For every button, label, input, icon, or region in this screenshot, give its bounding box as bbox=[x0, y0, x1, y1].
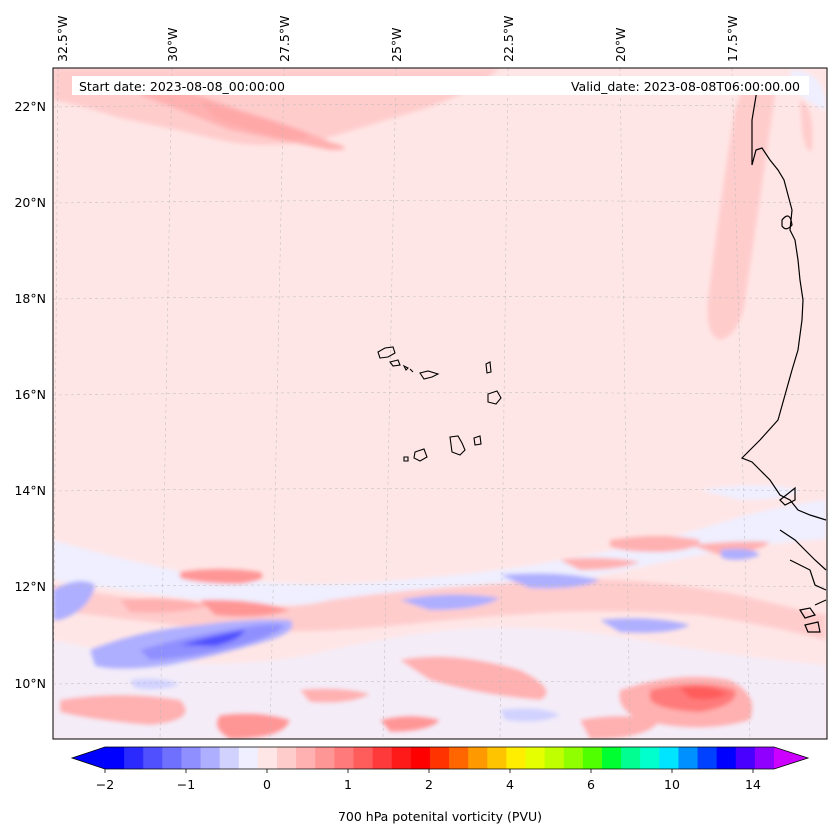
lat-label: 20°N bbox=[14, 195, 46, 210]
colorbar-cell bbox=[105, 747, 125, 769]
lat-label: 10°N bbox=[14, 676, 46, 691]
colorbar-cell bbox=[410, 747, 431, 769]
colorbar-cell bbox=[582, 747, 603, 769]
colorbar-cell bbox=[334, 747, 355, 769]
colorbar-tick-label: −2 bbox=[96, 777, 114, 792]
colorbar-label: 700 hPa potenital vorticity (PVU) bbox=[338, 809, 542, 824]
colorbar-cells bbox=[105, 747, 775, 769]
valid-date-text: Valid_date: 2023-08-08T06:00:00.00 bbox=[571, 79, 800, 94]
colorbar-cell bbox=[601, 747, 622, 769]
colorbar-cell bbox=[544, 747, 565, 769]
colorbar-tick-label: 14 bbox=[745, 777, 761, 792]
colorbar-cell bbox=[697, 747, 718, 769]
lat-label: 22°N bbox=[14, 99, 46, 114]
colorbar-cell bbox=[525, 747, 546, 769]
colorbar-under-triangle bbox=[72, 747, 105, 769]
colorbar-cell bbox=[372, 747, 393, 769]
colorbar-tick-label: 0 bbox=[263, 777, 271, 792]
colorbar-cell bbox=[429, 747, 450, 769]
colorbar-cell bbox=[659, 747, 680, 769]
colorbar-ticks bbox=[104, 769, 754, 773]
colorbar-cell bbox=[563, 747, 584, 769]
colorbar-cell bbox=[277, 747, 297, 769]
colorbar-cell bbox=[257, 747, 278, 769]
colorbar-tick-labels: −2 −1 0 1 2 4 6 10 14 bbox=[96, 777, 761, 792]
colorbar-cell bbox=[506, 747, 527, 769]
lon-label: 30°W bbox=[165, 27, 180, 62]
colorbar-cell bbox=[238, 747, 259, 769]
colorbar-cell bbox=[678, 747, 699, 769]
latitude-labels: 22°N 20°N 18°N 16°N 14°N 12°N 10°N bbox=[14, 99, 46, 691]
colorbar-cell bbox=[353, 747, 374, 769]
map-frame bbox=[52, 67, 828, 740]
lon-label: 20°W bbox=[613, 27, 628, 62]
lon-label: 27.5°W bbox=[277, 16, 292, 62]
graticule bbox=[53, 68, 827, 739]
colorbar-cell bbox=[162, 747, 183, 769]
colorbar-cell bbox=[200, 747, 221, 769]
colorbar-cell bbox=[296, 747, 316, 769]
start-date-text: Start date: 2023-08-08_00:00:00 bbox=[79, 79, 285, 94]
colorbar-tick-label: 4 bbox=[506, 777, 514, 792]
colorbar-cell bbox=[754, 747, 775, 769]
colorbar-cell bbox=[181, 747, 202, 769]
colorbar-cell bbox=[449, 747, 469, 769]
colorbar-cell bbox=[468, 747, 488, 769]
colorbar-cell bbox=[391, 747, 412, 769]
colorbar: −2 −1 0 1 2 4 6 10 14 700 hPa potenital … bbox=[70, 746, 810, 824]
colorbar-tick-label: 2 bbox=[425, 777, 433, 792]
colorbar-cell bbox=[143, 747, 163, 769]
lon-label: 17.5°W bbox=[725, 16, 740, 62]
colorbar-cell bbox=[219, 747, 240, 769]
date-info-box bbox=[72, 76, 809, 95]
colorbar-cell bbox=[716, 747, 737, 769]
colorbar-tick-label: 10 bbox=[664, 777, 680, 792]
lat-label: 12°N bbox=[14, 579, 46, 594]
colorbar-cell bbox=[621, 747, 641, 769]
lon-label: 25°W bbox=[389, 27, 404, 62]
colorbar-over-triangle bbox=[774, 747, 808, 769]
longitude-labels: 32.5°W 30°W 27.5°W 25°W 22.5°W 20°W 17.5… bbox=[55, 16, 740, 62]
coastline-cape-verde bbox=[377, 346, 502, 462]
colorbar-cell bbox=[315, 747, 335, 769]
colorbar-cell bbox=[487, 747, 507, 769]
lon-label: 22.5°W bbox=[501, 16, 516, 62]
lat-label: 16°N bbox=[14, 387, 46, 402]
colorbar-cell bbox=[735, 747, 756, 769]
lon-label: 32.5°W bbox=[55, 16, 70, 62]
coastline-africa bbox=[740, 89, 827, 633]
colorbar-tick-label: 1 bbox=[344, 777, 352, 792]
lat-label: 14°N bbox=[14, 483, 46, 498]
colorbar-tick-label: −1 bbox=[177, 777, 195, 792]
colorbar-cell bbox=[640, 747, 660, 769]
lat-label: 18°N bbox=[14, 291, 46, 306]
colorbar-cell bbox=[124, 747, 144, 769]
map-plot-area bbox=[53, 68, 827, 739]
pv-contour-field bbox=[53, 68, 826, 739]
colorbar-tick-label: 6 bbox=[587, 777, 595, 792]
